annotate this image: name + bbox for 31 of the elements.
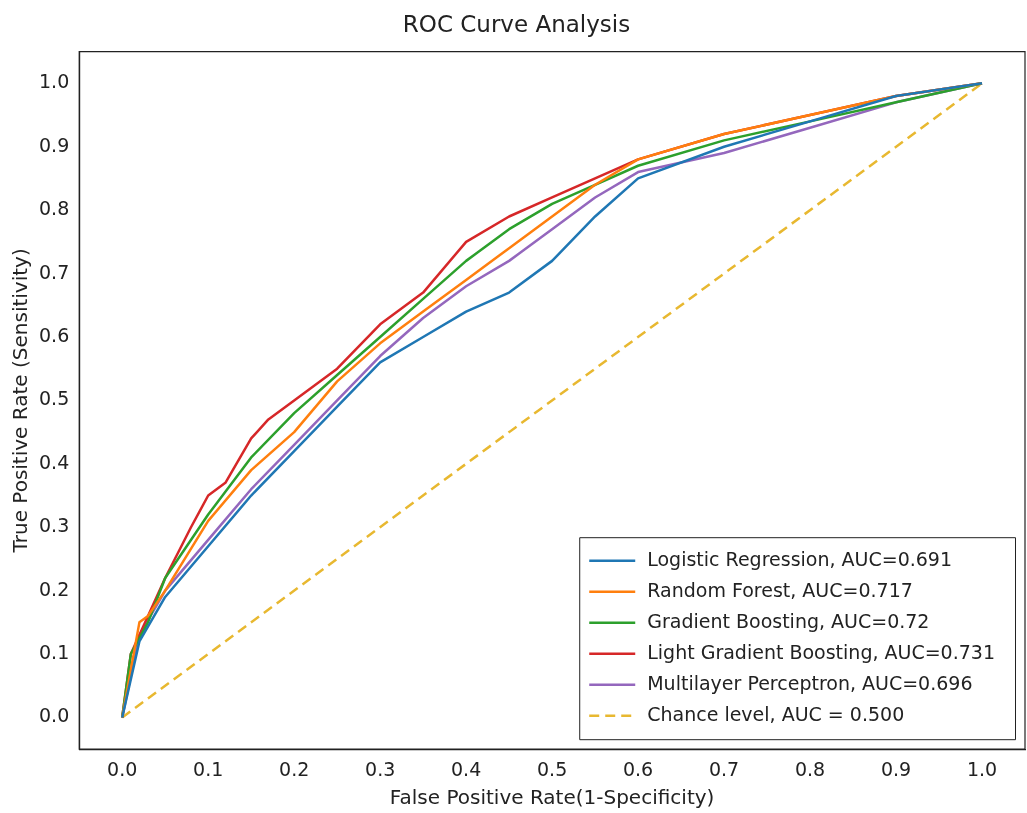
y-tick-label: 0.3 bbox=[39, 514, 70, 537]
legend-label: Multilayer Perceptron, AUC=0.696 bbox=[647, 671, 973, 694]
chart-title: ROC Curve Analysis bbox=[402, 10, 631, 37]
y-tick-label: 0.7 bbox=[39, 260, 70, 283]
x-tick-label: 0.4 bbox=[451, 757, 482, 780]
x-tick-label: 0.6 bbox=[622, 757, 654, 780]
x-tick-label: 0.3 bbox=[365, 757, 396, 780]
y-tick-label: 0.8 bbox=[39, 197, 70, 220]
x-tick-label: 0.2 bbox=[279, 757, 310, 780]
legend-label: Logistic Regression, AUC=0.691 bbox=[647, 547, 953, 570]
y-axis-title: True Positive Rate (Sensitivity) bbox=[8, 248, 33, 554]
y-tick-label: 1.0 bbox=[39, 70, 70, 93]
x-tick-label: 0.9 bbox=[880, 757, 912, 780]
y-tick-label: 0.9 bbox=[39, 133, 70, 156]
legend-label: Gradient Boosting, AUC=0.72 bbox=[647, 609, 930, 632]
legend-label: Chance level, AUC = 0.500 bbox=[647, 702, 905, 725]
legend-label: Random Forest, AUC=0.717 bbox=[647, 578, 913, 601]
y-tick-label: 0.1 bbox=[39, 641, 70, 664]
y-tick-label: 0.4 bbox=[39, 450, 70, 473]
y-tick-label: 0.5 bbox=[39, 387, 70, 410]
x-tick-label: 0.0 bbox=[107, 757, 138, 780]
x-tick-label: 0.8 bbox=[794, 757, 826, 780]
y-tick-label: 0.2 bbox=[39, 577, 70, 600]
x-tick-label: 1.0 bbox=[966, 757, 998, 780]
x-tick-label: 0.1 bbox=[193, 757, 224, 780]
y-tick-label: 0.0 bbox=[39, 704, 70, 727]
legend-label: Light Gradient Boosting, AUC=0.731 bbox=[647, 640, 996, 663]
y-tick-label: 0.6 bbox=[39, 323, 70, 346]
x-tick-label: 0.5 bbox=[537, 757, 568, 780]
x-axis-title: False Positive Rate(1-Specificity) bbox=[389, 785, 715, 810]
x-tick-label: 0.7 bbox=[708, 757, 740, 780]
